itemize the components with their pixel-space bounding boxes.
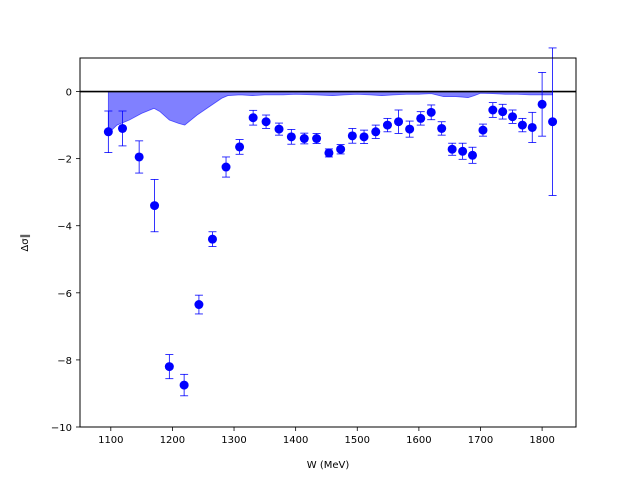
x-axis-ticks: 1100 1200 1300 1400 1500 1600 1700 1800 bbox=[98, 427, 555, 446]
data-point bbox=[286, 132, 296, 142]
data-point bbox=[488, 105, 498, 115]
data-point bbox=[150, 201, 160, 211]
x-tick-label: 1100 bbox=[98, 435, 123, 446]
data-point bbox=[274, 124, 284, 134]
data-point bbox=[118, 123, 128, 133]
data-point bbox=[458, 146, 468, 156]
y-tick-label: −2 bbox=[57, 155, 72, 166]
data-point bbox=[447, 144, 457, 154]
data-point bbox=[347, 131, 357, 141]
data-point bbox=[548, 117, 558, 127]
data-point bbox=[394, 117, 404, 127]
data-point bbox=[312, 134, 322, 144]
data-point bbox=[527, 122, 537, 132]
data-point bbox=[164, 362, 174, 372]
x-tick-label: 1300 bbox=[221, 435, 246, 446]
y-tick-label: −4 bbox=[57, 222, 72, 233]
data-point bbox=[508, 112, 518, 122]
data-point bbox=[371, 127, 381, 137]
data-point bbox=[437, 123, 447, 133]
x-tick-label: 1600 bbox=[406, 435, 431, 446]
data-point bbox=[261, 117, 271, 127]
data-point bbox=[103, 127, 113, 137]
data-point bbox=[299, 134, 309, 144]
x-tick-label: 1500 bbox=[345, 435, 370, 446]
y-tick-label: −10 bbox=[51, 423, 72, 434]
y-tick-label: −8 bbox=[57, 356, 72, 367]
y-tick-label: 0 bbox=[66, 88, 72, 99]
data-point bbox=[478, 125, 488, 135]
y-axis-label: Δσ∥ bbox=[20, 233, 31, 251]
data-point bbox=[221, 162, 231, 172]
data-point bbox=[467, 150, 477, 160]
plot-area-frame bbox=[79, 57, 577, 428]
data-point bbox=[537, 99, 547, 109]
x-tick-label: 1800 bbox=[529, 435, 554, 446]
data-point bbox=[382, 120, 392, 130]
data-point bbox=[359, 132, 369, 142]
x-tick-label: 1700 bbox=[468, 435, 493, 446]
data-point bbox=[179, 380, 189, 390]
data-point-layer bbox=[103, 99, 558, 390]
data-point bbox=[207, 234, 217, 244]
y-tick-label: −6 bbox=[57, 289, 72, 300]
uncertainty-band-layer bbox=[107, 91, 553, 135]
x-tick-label: 1200 bbox=[160, 435, 185, 446]
x-axis-label: W (MeV) bbox=[307, 460, 350, 471]
data-point bbox=[517, 120, 527, 130]
uncertainty-band bbox=[107, 91, 553, 135]
data-point bbox=[336, 144, 346, 154]
data-point bbox=[324, 148, 334, 158]
data-point bbox=[405, 124, 415, 134]
x-tick-label: 1400 bbox=[283, 435, 308, 446]
data-point bbox=[426, 107, 436, 117]
data-point bbox=[235, 142, 245, 152]
data-point bbox=[194, 300, 204, 310]
data-point bbox=[134, 152, 144, 162]
data-point bbox=[498, 107, 508, 117]
data-point bbox=[248, 113, 258, 123]
y-axis-ticks: −10 −8 −6 −4 −2 0 bbox=[51, 88, 80, 434]
data-point bbox=[416, 113, 426, 123]
